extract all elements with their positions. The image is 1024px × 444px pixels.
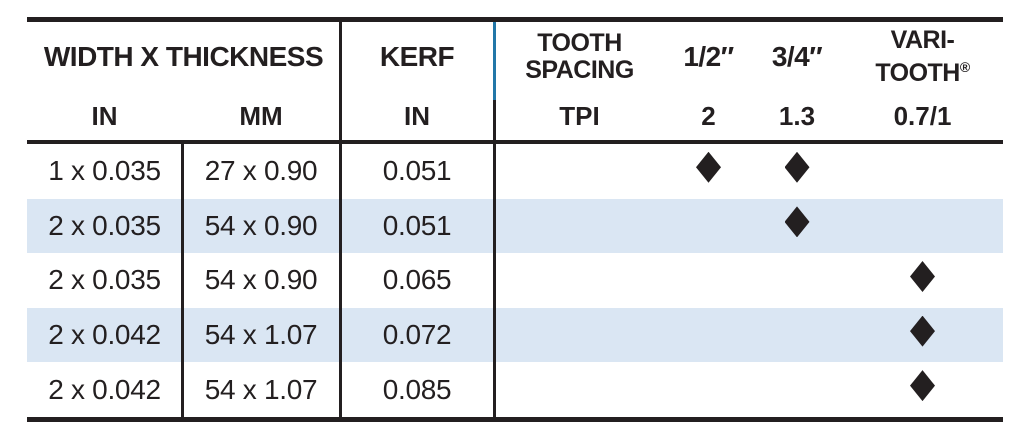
header-kerf-title: KERF (379, 41, 455, 72)
header-sub-in: IN (91, 100, 118, 131)
cell-tpi-1-3 (752, 308, 842, 363)
header-col-half-inch: 1/2″ 2 (665, 22, 752, 140)
header-separator-line (27, 140, 1003, 144)
header-group-tooth-spacing: TOOTH SPACING TPI 1/2″ 2 3/4″ 1.3 (494, 22, 1003, 140)
header-half-inch-sub: 2 (701, 100, 716, 131)
cell-tpi-varitooth (842, 199, 1003, 254)
cell-width-mm: 54 x 1.07 (204, 373, 318, 405)
diamond-icon (910, 260, 935, 292)
cell-width-mm: 54 x 0.90 (204, 264, 318, 296)
divider-kerf-tpi (492, 100, 496, 417)
cell-width-in: 2 x 0.035 (48, 209, 161, 241)
header-col-varitooth: VARI- TOOTH® 0.7/1 (842, 22, 1003, 140)
cell-tpi-varitooth (842, 362, 1003, 417)
cell-tpi-1-3 (752, 362, 842, 417)
header-kerf-sub: IN (404, 100, 430, 131)
cell-width-mm: 54 x 0.90 (204, 209, 318, 241)
cell-kerf-in: 0.072 (382, 319, 452, 351)
cell-tpi-2 (665, 199, 752, 254)
table-row: 2 x 0.035 54 x 0.90 0.065 (27, 253, 1003, 308)
divider-mm-kerf (338, 22, 342, 417)
cell-tpi-2 (665, 253, 752, 308)
cell-width-in: 1 x 0.035 (48, 155, 161, 187)
diamond-icon (910, 315, 935, 347)
header-group-kerf: KERF IN (340, 22, 494, 140)
cell-tpi-blank (494, 308, 665, 363)
header-group-width-thickness: WIDTH X THICKNESS IN MM (27, 22, 340, 140)
varitooth-line1: VARI- (890, 26, 955, 54)
header-three-quarter-sub: 1.3 (778, 100, 816, 131)
divider-kerf-tpi-accent (492, 22, 496, 100)
cell-tpi-blank (494, 144, 665, 199)
cell-kerf-in: 0.065 (382, 264, 452, 296)
table-row: 2 x 0.035 54 x 0.90 0.051 (27, 198, 1003, 254)
cell-width-mm: 27 x 0.90 (204, 155, 318, 187)
cell-kerf-in: 0.051 (382, 155, 452, 187)
table-row: 1 x 0.035 27 x 0.90 0.051 (27, 144, 1003, 199)
cell-tpi-1-3 (752, 199, 842, 254)
header-width-thickness-subrow: IN MM (27, 92, 340, 140)
cell-tpi-1-3 (752, 253, 842, 308)
header-varitooth-sub: 0.7/1 (893, 100, 952, 131)
table-row: 2 x 0.042 54 x 1.07 0.085 (27, 362, 1003, 417)
header-half-inch-title: 1/2″ (683, 41, 734, 72)
diamond-icon (784, 151, 810, 183)
cell-tpi-varitooth (842, 144, 1003, 199)
cell-tpi-varitooth (842, 253, 1003, 308)
cell-width-in: 2 x 0.035 (48, 264, 161, 296)
registered-trademark-icon: ® (959, 59, 970, 75)
table-row: 2 x 0.042 54 x 1.07 0.072 (27, 307, 1003, 363)
divider-in-mm (180, 144, 184, 417)
cell-width-in: 2 x 0.042 (48, 319, 161, 351)
cell-kerf-in: 0.051 (382, 209, 452, 241)
header-col-three-quarter-inch: 3/4″ 1.3 (752, 22, 842, 140)
table-bottom-border (27, 417, 1003, 422)
table-top-border (27, 17, 1003, 22)
header-three-quarter-title: 3/4″ (771, 41, 823, 72)
tooth-spacing-line1: TOOTH (537, 29, 622, 57)
header-tooth-spacing-sub: TPI (559, 100, 600, 131)
header-sub-mm: MM (239, 100, 283, 131)
header-col-tooth-spacing: TOOTH SPACING TPI (494, 22, 665, 140)
varitooth-line2: TOOTH (875, 59, 960, 87)
cell-tpi-blank (494, 253, 665, 308)
cell-tpi-blank (494, 199, 665, 254)
header-tooth-spacing-title: TOOTH SPACING (494, 22, 665, 92)
header-varitooth-title: VARI- TOOTH® (842, 22, 1003, 92)
cell-tpi-2 (665, 362, 752, 417)
header-width-thickness-title: WIDTH X THICKNESS (43, 41, 324, 72)
diamond-icon (784, 206, 810, 238)
diamond-icon (910, 370, 935, 402)
tooth-spacing-line2: SPACING (525, 56, 634, 84)
cell-tpi-blank (494, 362, 665, 417)
cell-tpi-2 (665, 308, 752, 363)
table-header: WIDTH X THICKNESS IN MM KERF IN TOOTH SP… (27, 22, 1003, 140)
cell-tpi-2 (665, 144, 752, 199)
blade-spec-table: WIDTH X THICKNESS IN MM KERF IN TOOTH SP… (27, 17, 1003, 422)
cell-kerf-in: 0.085 (382, 373, 452, 405)
cell-tpi-1-3 (752, 144, 842, 199)
diamond-icon (696, 151, 721, 183)
cell-tpi-varitooth (842, 308, 1003, 363)
cell-width-mm: 54 x 1.07 (204, 319, 318, 351)
cell-width-in: 2 x 0.042 (48, 373, 161, 405)
table-body: 1 x 0.035 27 x 0.90 0.051 2 x 0.035 54 x… (27, 144, 1003, 417)
